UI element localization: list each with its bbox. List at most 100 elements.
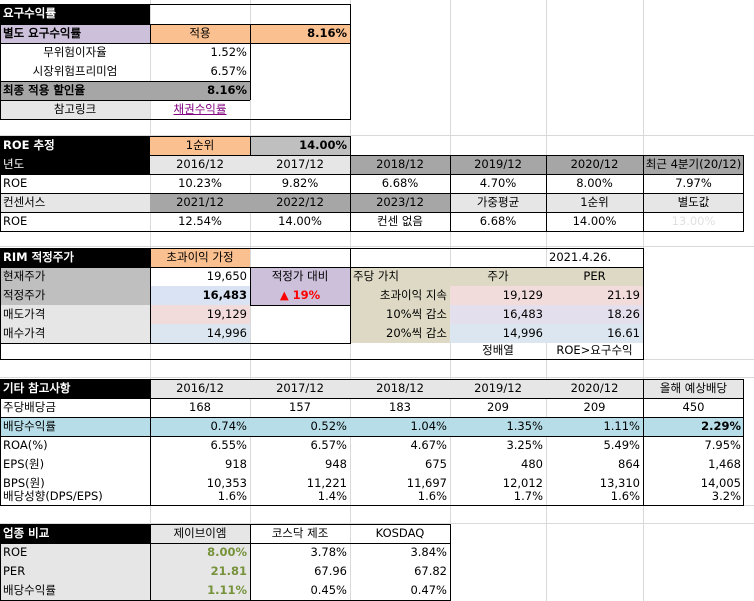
- scenario-label: 초과이익 지속: [350, 286, 450, 305]
- consensus-roe-value[interactable]: 14.00%: [278, 214, 322, 228]
- consensus-roe-value[interactable]: 14.00%: [572, 214, 617, 228]
- scenario-per: 18.26: [546, 305, 643, 324]
- dps-value[interactable]: 157: [289, 400, 311, 414]
- dps-value[interactable]: 209: [487, 400, 509, 414]
- roa-value[interactable]: 3.25%: [506, 438, 543, 452]
- dividend-yield-value: 0.52%: [250, 417, 350, 436]
- current-price-value[interactable]: 19,650: [206, 269, 247, 283]
- payout-ratio-value[interactable]: 1.4%: [317, 489, 347, 503]
- rim-date: 2021.4.26.: [549, 250, 612, 264]
- dps-value[interactable]: 168: [189, 400, 211, 414]
- roa-value[interactable]: 6.55%: [210, 438, 247, 452]
- dps-value[interactable]: 209: [583, 400, 606, 414]
- scenario-per: 16.61: [546, 324, 643, 343]
- payout-ratio-value[interactable]: 1.6%: [610, 489, 640, 503]
- bps-label: BPS(원): [3, 476, 45, 490]
- roa-value[interactable]: 7.95%: [704, 438, 741, 452]
- bps-value[interactable]: 11,697: [406, 476, 447, 490]
- consensus-roe-value[interactable]: 컨센 없음: [377, 214, 423, 228]
- dps-value[interactable]: 450: [682, 400, 705, 414]
- separate-return-label: 별도 요구수익률: [0, 24, 150, 43]
- industry-roe-value[interactable]: 3.78%: [310, 545, 347, 559]
- bps-value[interactable]: 14,005: [700, 476, 741, 490]
- bond-yield-link[interactable]: 채권수익률: [173, 102, 227, 116]
- consensus-col: 1순위: [546, 193, 643, 212]
- consensus-col: 2023/12: [350, 193, 450, 212]
- other-year: 2018/12: [350, 379, 450, 398]
- payout-ratio-value[interactable]: 3.2%: [711, 489, 741, 503]
- consensus-roe-value[interactable]: 6.68%: [479, 214, 517, 228]
- scenario-per: 21.19: [546, 286, 643, 305]
- roa-value[interactable]: 6.57%: [310, 438, 347, 452]
- required-return-title: 요구수익률: [0, 4, 150, 24]
- consensus-col: 가중평균: [450, 193, 546, 212]
- payout-ratio-value[interactable]: 1.7%: [513, 489, 543, 503]
- roe-value[interactable]: 7.97%: [675, 176, 712, 190]
- roe-year: 2016/12: [150, 155, 250, 174]
- dividend-yield-value: 1.35%: [450, 417, 546, 436]
- industry-per-company: 21.81: [150, 562, 250, 581]
- industry-yield-label: 배당수익률: [0, 581, 150, 600]
- sell-price-value: 19,129: [150, 305, 250, 324]
- buy-price-label: 매수가격: [0, 324, 150, 343]
- eps-value[interactable]: 918: [225, 457, 247, 471]
- scenario-price: 14,996: [450, 324, 546, 343]
- industry-per-value[interactable]: 67.82: [414, 564, 447, 578]
- industry-roe-value[interactable]: 3.84%: [410, 545, 447, 559]
- market-premium-value[interactable]: 6.57%: [210, 64, 247, 78]
- scenario-label: 10%씩 감소: [350, 305, 450, 324]
- fair-price-value: 16,483: [150, 286, 250, 305]
- roe-value[interactable]: 4.70%: [479, 176, 517, 190]
- roe-year: 2017/12: [250, 155, 350, 174]
- eps-value[interactable]: 675: [425, 457, 447, 471]
- roa-value[interactable]: 5.49%: [603, 438, 640, 452]
- industry-per-label: PER: [0, 562, 150, 581]
- scenario-price: 19,129: [450, 286, 546, 305]
- roe-value[interactable]: 9.82%: [281, 176, 319, 190]
- payout-ratio-label: 배당성향(DPS/EPS): [3, 489, 103, 503]
- dividend-yield-value: 0.74%: [150, 417, 250, 436]
- roe-value[interactable]: 10.23%: [178, 176, 222, 190]
- industry-col: 제이브이엠: [150, 524, 250, 543]
- bps-value[interactable]: 12,012: [502, 476, 543, 490]
- industry-yield-value[interactable]: 0.45%: [310, 583, 347, 597]
- eps-value[interactable]: 480: [521, 457, 543, 471]
- consensus-col: 2021/12: [150, 193, 250, 212]
- risk-free-value[interactable]: 1.52%: [210, 45, 247, 59]
- roe-year: 2018/12: [350, 155, 450, 174]
- bps-value[interactable]: 13,310: [599, 476, 640, 490]
- consensus-roe-value[interactable]: 12.54%: [178, 214, 222, 228]
- rim-assumption[interactable]: 초과이익 가정: [150, 248, 250, 267]
- other-year: 2019/12: [450, 379, 546, 398]
- other-year: 2020/12: [546, 379, 643, 398]
- eps-value[interactable]: 948: [325, 457, 347, 471]
- roe-value[interactable]: 8.00%: [576, 176, 613, 190]
- roe-year: 2019/12: [450, 155, 546, 174]
- price-col-header: 주가: [450, 267, 546, 286]
- apply-value[interactable]: 8.16%: [250, 24, 350, 43]
- dps-value[interactable]: 183: [389, 400, 411, 414]
- consensus-col: 2022/12: [250, 193, 350, 212]
- industry-per-value[interactable]: 67.96: [314, 564, 347, 578]
- industry-title: 업종 비교: [0, 524, 150, 543]
- bps-value[interactable]: 11,221: [306, 476, 347, 490]
- trend-indicator: 정배열: [482, 343, 514, 357]
- other-year: 2016/12: [150, 379, 250, 398]
- roe-value[interactable]: 6.68%: [381, 176, 419, 190]
- roe-rank-label: 1순위: [150, 136, 250, 155]
- industry-yield-value[interactable]: 0.47%: [410, 583, 447, 597]
- roa-value[interactable]: 4.67%: [410, 438, 447, 452]
- payout-ratio-value[interactable]: 1.6%: [417, 489, 447, 503]
- industry-yield-company: 1.11%: [150, 581, 250, 600]
- roa-label: ROA(%): [3, 438, 48, 452]
- payout-ratio-value[interactable]: 1.6%: [217, 489, 247, 503]
- eps-value[interactable]: 864: [618, 457, 640, 471]
- consensus-roe-value[interactable]: 13.00%: [671, 214, 716, 228]
- eps-value[interactable]: 1,468: [708, 457, 741, 471]
- roe-year-recent: 최근 4분기(20/12): [643, 155, 744, 174]
- bps-value[interactable]: 10,353: [206, 476, 247, 490]
- fair-price-label: 적정주가: [0, 286, 150, 305]
- scenario-label: 20%씩 감소: [350, 324, 450, 343]
- industry-col: KOSDAQ: [375, 526, 425, 540]
- roe-year: 2020/12: [546, 155, 643, 174]
